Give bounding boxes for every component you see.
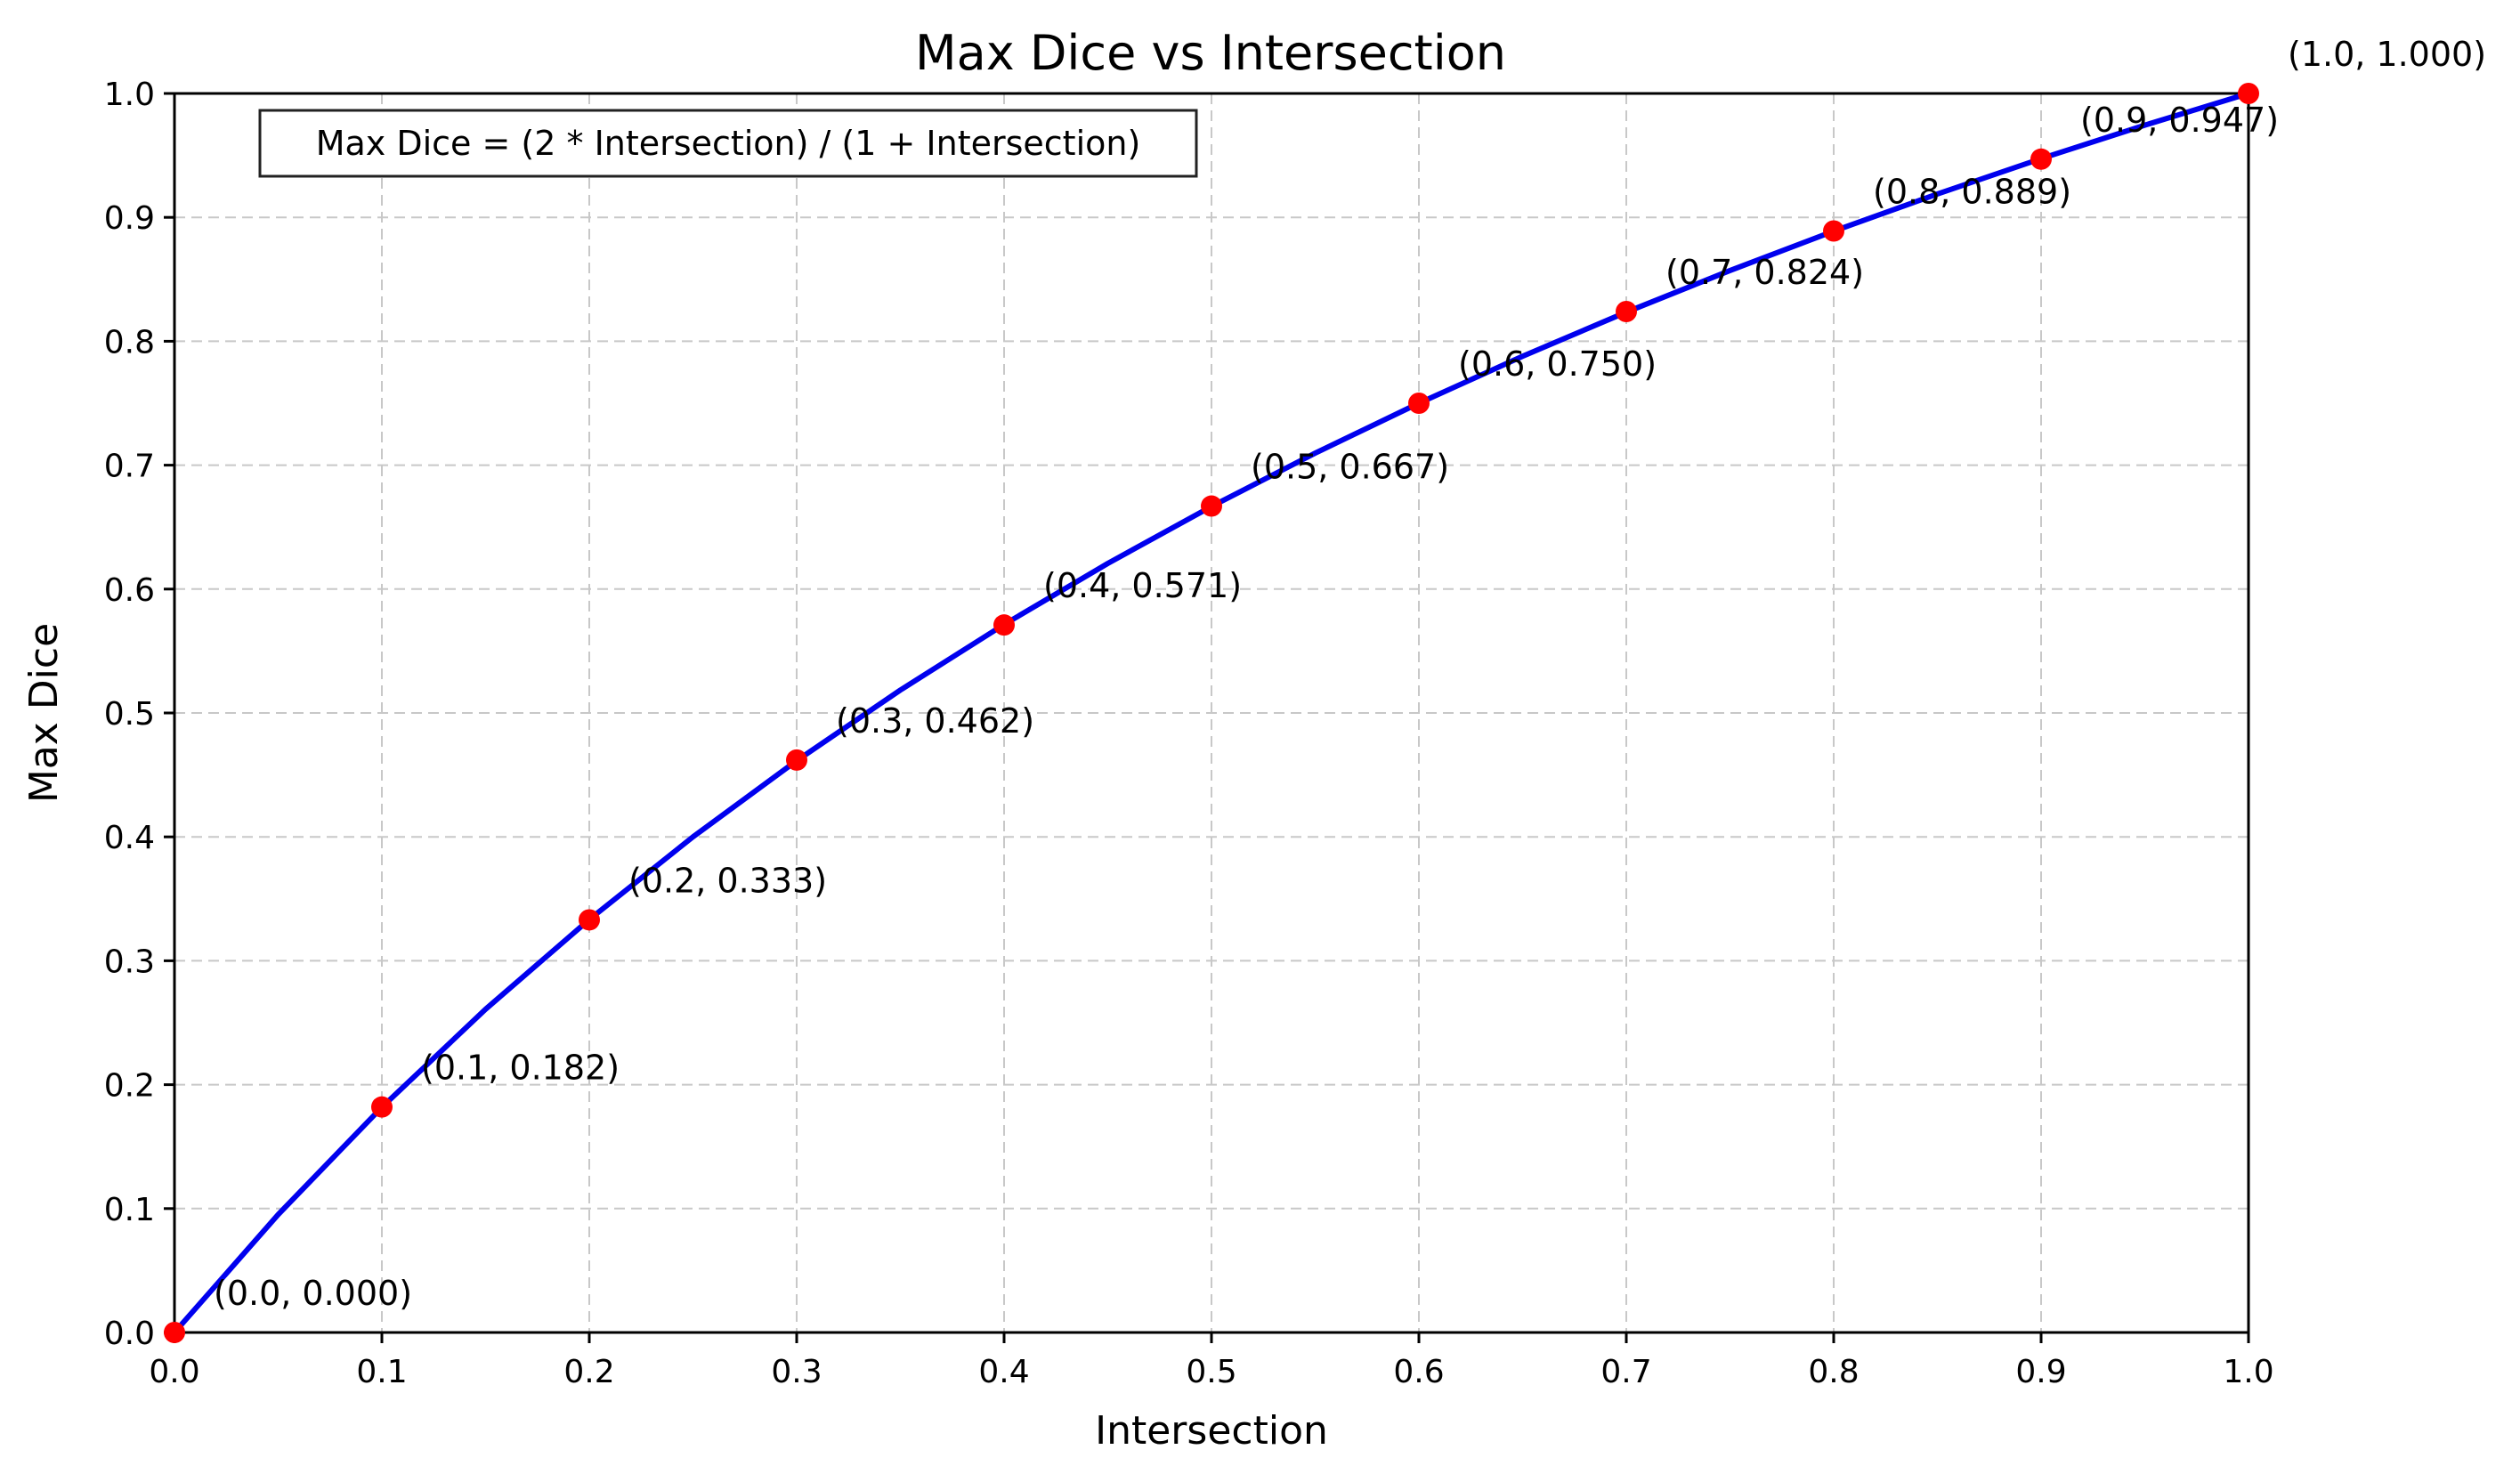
chart-title: Max Dice vs Intersection (915, 25, 1506, 81)
data-point-label: (0.6, 0.750) (1458, 344, 1657, 384)
data-point-marker (1616, 300, 1637, 322)
data-point-label: (0.2, 0.333) (628, 861, 827, 900)
x-tick-label: 0.8 (1808, 1354, 1859, 1390)
y-tick-label: 0.6 (104, 572, 155, 609)
y-tick-label: 0.0 (104, 1316, 155, 1352)
data-point-label: (0.5, 0.667) (1251, 448, 1449, 487)
y-tick-label: 0.9 (104, 200, 155, 237)
y-tick-label: 0.4 (104, 820, 155, 856)
data-point-label: (0.0, 0.000) (214, 1274, 412, 1313)
y-tick-label: 0.1 (104, 1192, 155, 1228)
x-axis-ticks: 0.0 0.1 0.2 0.3 0.4 0.5 0.6 0.7 0.8 0.9 1.0 (149, 1332, 2274, 1390)
formula-box-frame (258, 109, 1198, 178)
data-point-marker (1823, 220, 1844, 242)
x-tick-label: 0.5 (1186, 1354, 1236, 1390)
data-point-label: (0.9, 0.947) (2080, 101, 2279, 140)
x-tick-label: 0.3 (771, 1354, 822, 1390)
y-axis-label: Max Dice (21, 623, 67, 803)
x-tick-label: 0.0 (149, 1354, 199, 1390)
x-tick-label: 0.4 (978, 1354, 1029, 1390)
x-tick-label: 1.0 (2223, 1354, 2273, 1390)
formula-text: Max Dice = (2 * Intersection) / (1 + Int… (316, 124, 1141, 163)
data-point-marker (2238, 83, 2259, 104)
grid-lines (174, 93, 2249, 1333)
data-point-label: (0.8, 0.889) (1873, 173, 2071, 212)
x-tick-label: 0.1 (356, 1354, 407, 1390)
data-point-marker (786, 749, 807, 771)
y-tick-label: 1.0 (104, 77, 155, 113)
data-point-marker (2030, 148, 2052, 170)
y-tick-label: 0.8 (104, 324, 155, 360)
y-tick-label: 0.5 (104, 696, 155, 733)
data-point-label: (1.0, 1.000) (2288, 35, 2486, 74)
data-point-marker (371, 1096, 393, 1118)
data-point-marker (1201, 495, 1222, 517)
data-point-marker (164, 1322, 185, 1343)
data-point-marker (579, 909, 600, 931)
data-point-label: (0.4, 0.571) (1043, 566, 1242, 605)
y-tick-label: 0.3 (104, 944, 155, 980)
x-tick-label: 0.9 (2015, 1354, 2066, 1390)
data-point-markers (164, 83, 2259, 1343)
y-tick-label: 0.7 (104, 449, 155, 485)
x-axis-label: Intersection (1095, 1408, 1328, 1454)
data-point-marker (993, 614, 1015, 636)
x-tick-label: 0.6 (1393, 1354, 1444, 1390)
x-tick-label: 0.2 (563, 1354, 614, 1390)
y-tick-label: 0.2 (104, 1068, 155, 1105)
x-tick-label: 0.7 (1600, 1354, 1651, 1390)
data-point-labels: (0.0, 0.000) (0.1, 0.182) (0.2, 0.333) (0.3… (214, 35, 2486, 1313)
data-point-label: (0.1, 0.182) (421, 1049, 620, 1088)
data-point-label: (0.7, 0.824) (1665, 253, 1864, 292)
formula-box: Max Dice = (2 * Intersection) / (1 + Int… (258, 109, 1198, 178)
data-point-marker (1408, 393, 1430, 414)
data-point-label: (0.3, 0.462) (836, 701, 1034, 741)
y-axis-ticks: 0.0 0.1 0.2 0.3 0.4 0.5 0.6 0.7 0.8 0.9 1.0 (104, 77, 174, 1352)
